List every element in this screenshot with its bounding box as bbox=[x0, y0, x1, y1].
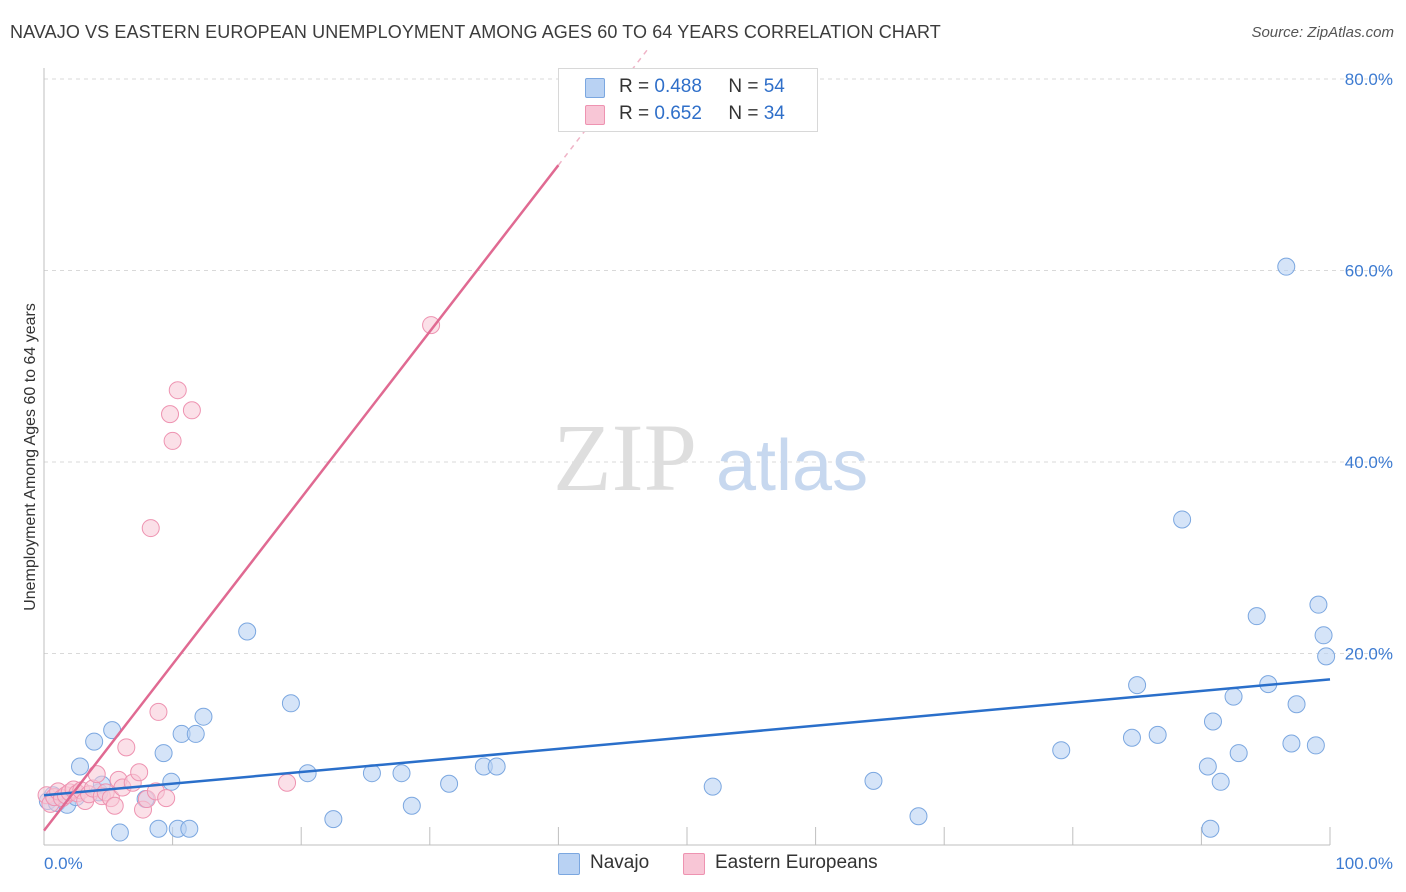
navajo-point bbox=[440, 774, 459, 793]
eastern-swatch bbox=[585, 105, 605, 125]
legend-label-eastern: Eastern Europeans bbox=[715, 852, 878, 873]
navajo-point bbox=[1211, 772, 1230, 791]
navajo-point bbox=[110, 823, 129, 842]
n-label: N = bbox=[728, 76, 759, 97]
navajo-point bbox=[1128, 676, 1147, 695]
navajo-point bbox=[487, 757, 506, 776]
y-tick-label: 80.0% bbox=[1345, 70, 1393, 89]
navajo-point bbox=[85, 732, 104, 751]
n-value: 54 bbox=[763, 76, 785, 97]
navajo-point bbox=[1229, 744, 1248, 763]
navajo-point bbox=[238, 622, 257, 641]
y-tick-label: 40.0% bbox=[1345, 453, 1393, 472]
navajo-point bbox=[392, 764, 411, 783]
navajo-point bbox=[1148, 725, 1167, 744]
axes bbox=[43, 68, 1331, 846]
navajo-point bbox=[1314, 626, 1333, 645]
r-value: 0.488 bbox=[654, 76, 702, 97]
navajo-point bbox=[1306, 736, 1325, 755]
r-value: 0.652 bbox=[654, 103, 702, 124]
y-tick-label: 60.0% bbox=[1345, 262, 1393, 281]
navajo-swatch bbox=[585, 78, 605, 98]
navajo-point bbox=[703, 777, 722, 796]
navajo-point bbox=[1201, 819, 1220, 838]
source-label: Source: ZipAtlas.com bbox=[1251, 24, 1394, 41]
chart-title: NAVAJO VS EASTERN EUROPEAN UNEMPLOYMENT … bbox=[10, 22, 941, 42]
r-label: R = bbox=[619, 103, 650, 124]
navajo-point bbox=[1247, 607, 1266, 626]
eastern-point bbox=[168, 381, 187, 400]
eastern-point bbox=[117, 738, 136, 757]
navajo-point bbox=[909, 807, 928, 826]
n-label: N = bbox=[728, 103, 759, 124]
navajo-point bbox=[1277, 257, 1296, 276]
navajo-point bbox=[402, 796, 421, 815]
eastern-trend-line bbox=[43, 164, 560, 832]
navajo-point bbox=[149, 819, 168, 838]
navajo-point bbox=[186, 724, 205, 743]
navajo-point bbox=[1198, 757, 1217, 776]
navajo-point bbox=[154, 744, 173, 763]
navajo-point bbox=[1052, 741, 1071, 760]
navajo-point bbox=[1282, 734, 1301, 753]
navajo-point bbox=[162, 772, 181, 791]
navajo-point bbox=[71, 757, 90, 776]
eastern-point bbox=[161, 405, 180, 424]
eastern-point bbox=[182, 401, 201, 420]
navajo-point bbox=[1317, 647, 1336, 666]
axis-labels: 20.0% 40.0% 60.0% 80.0% 0.0% 100.0% bbox=[44, 70, 1393, 873]
navajo-point bbox=[1203, 712, 1222, 731]
x-tick-label: 100.0% bbox=[1335, 854, 1393, 873]
navajo-point bbox=[1287, 695, 1306, 714]
navajo-point bbox=[1224, 687, 1243, 706]
navajo-trend-line bbox=[43, 678, 1331, 797]
watermark-atlas: atlas bbox=[716, 426, 868, 506]
eastern-point bbox=[422, 316, 441, 335]
eastern-point bbox=[141, 519, 160, 538]
x-tick-label: 0.0% bbox=[44, 854, 83, 873]
r-label: R = bbox=[619, 76, 650, 97]
navajo-point bbox=[864, 771, 883, 790]
watermark: ZIP atlas bbox=[553, 404, 868, 511]
navajo-point bbox=[1173, 510, 1192, 529]
eastern-point bbox=[278, 773, 297, 792]
navajo-points bbox=[38, 257, 1336, 842]
y-tick-label: 20.0% bbox=[1345, 645, 1393, 664]
legend-label-navajo: Navajo bbox=[590, 852, 650, 873]
navajo-point bbox=[281, 694, 300, 713]
navajo-point bbox=[194, 707, 213, 726]
navajo-point bbox=[1122, 728, 1141, 747]
n-value: 34 bbox=[763, 103, 785, 124]
navajo-point bbox=[1309, 595, 1328, 614]
navajo-point bbox=[180, 819, 199, 838]
eastern-point bbox=[149, 702, 168, 721]
correlation-legend: R = 0.488 N = 54 R = 0.652 N = 34 bbox=[558, 68, 818, 132]
eastern-point bbox=[130, 763, 149, 782]
navajo-swatch bbox=[558, 853, 580, 875]
eastern-point bbox=[105, 796, 124, 815]
eastern-point bbox=[163, 431, 182, 450]
eastern-point bbox=[157, 789, 176, 808]
eastern-swatch bbox=[683, 853, 705, 875]
watermark-zip: ZIP bbox=[553, 404, 697, 511]
y-axis-label: Unemployment Among Ages 60 to 64 years bbox=[22, 303, 39, 611]
navajo-point bbox=[324, 810, 343, 829]
